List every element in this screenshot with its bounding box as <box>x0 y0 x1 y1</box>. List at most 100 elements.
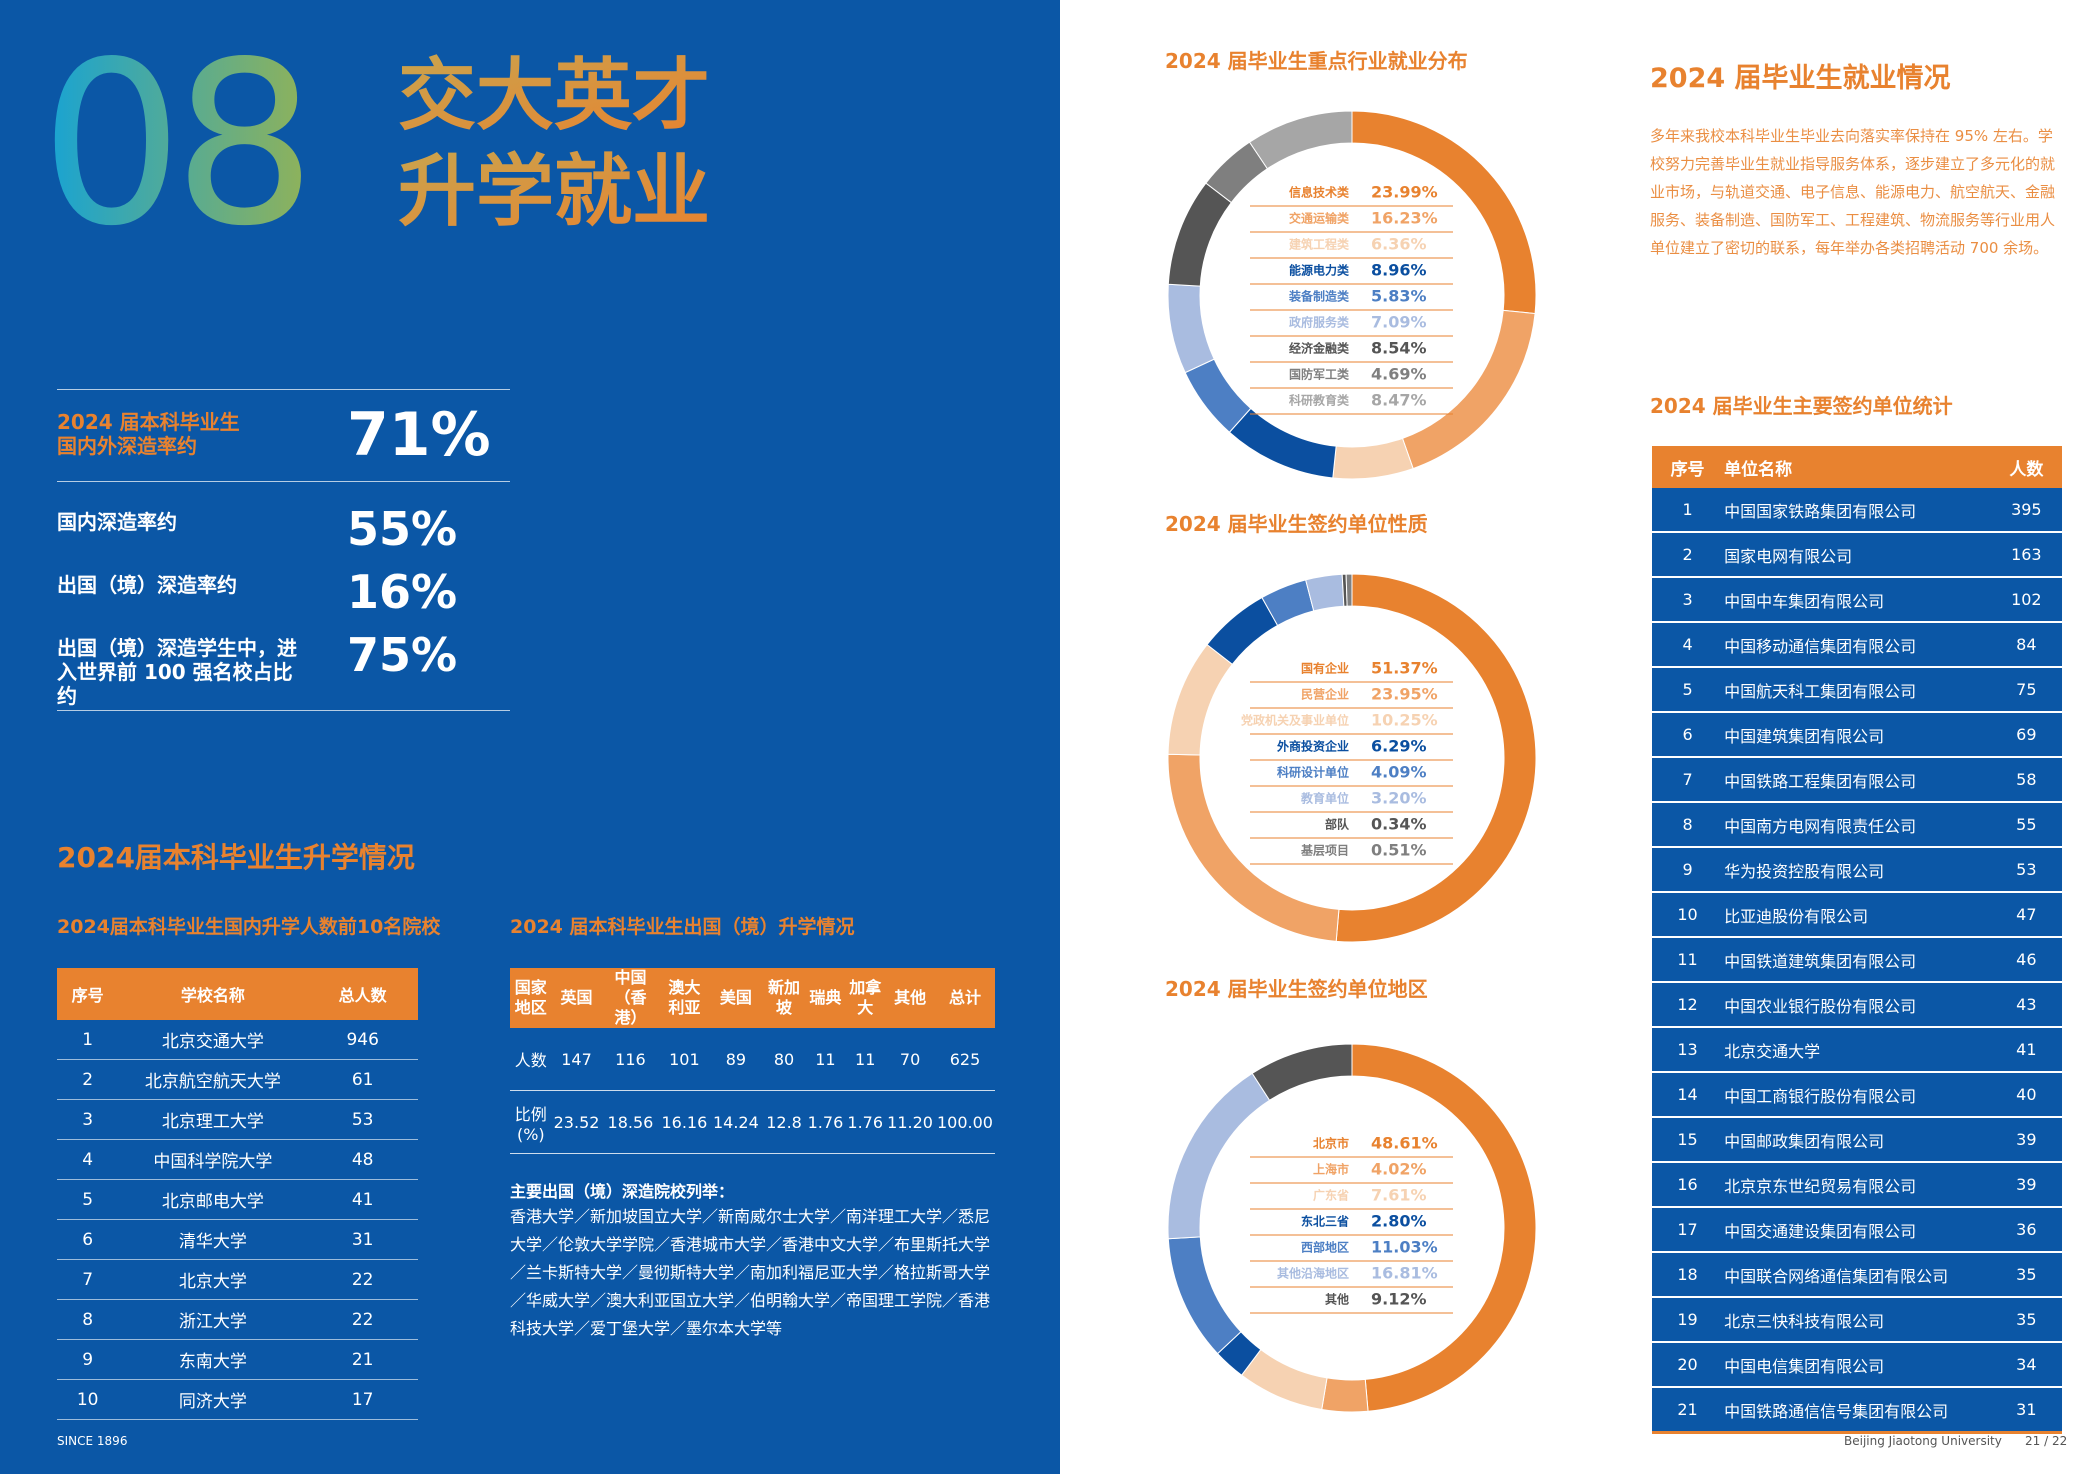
table-row: 7 中国铁路工程集团有限公司 58 <box>1652 757 2062 803</box>
table-cell: 15 <box>1652 1117 1724 1163</box>
legend-label: 交通运输类 <box>1289 211 1350 226</box>
cover-title: 交大英才 <box>398 51 710 141</box>
table-cell: 比亚迪股份有限公司 <box>1723 892 1991 938</box>
chart-title: 2024 届毕业生签约单位性质 <box>1165 512 1428 536</box>
table-row: 2 北京航空航天大学 61 <box>57 1059 418 1100</box>
table-title: 2024 届本科毕业生出国（境）升学情况 <box>510 916 855 938</box>
table-cell: 8 <box>57 1299 119 1340</box>
legend-label: 其他 <box>1325 1292 1349 1307</box>
table-cell: 3 <box>57 1099 119 1140</box>
table-cell: 中国农业银行股份有限公司 <box>1723 982 1991 1028</box>
stat-value: 75% <box>347 628 458 682</box>
table-cell: 34 <box>1990 1342 2062 1388</box>
value-label: 6.29% <box>1371 737 1427 756</box>
table-cell: 中国联合网络通信集团有限公司 <box>1723 1252 1991 1298</box>
table-cell: 46 <box>1990 937 2062 983</box>
table-cell: 11 <box>845 1028 886 1091</box>
value-label: 8.47% <box>1371 391 1427 410</box>
legend-label: 信息技术类 <box>1289 185 1350 200</box>
value-label: 23.99% <box>1371 183 1438 202</box>
table-row: 21 中国铁路通信信号集团有限公司 31 <box>1652 1387 2062 1434</box>
donut-segment <box>1248 110 1353 170</box>
table-row: 7 北京大学 22 <box>57 1259 418 1300</box>
table-cell: 17 <box>1652 1207 1724 1253</box>
value-label: 51.37% <box>1371 659 1438 678</box>
table-cell: 北京交通大学 <box>1723 1027 1991 1073</box>
legend-label: 教育单位 <box>1300 791 1349 806</box>
table-cell: 147 <box>551 1028 602 1091</box>
legend-label: 民营企业 <box>1301 687 1349 702</box>
stat-label: 国内深造率约 <box>57 510 177 534</box>
table-cell: 84 <box>1990 622 2062 668</box>
header-row: 序号 学校名称 总人数 <box>57 968 418 1020</box>
table-cell: 23.52 <box>551 1090 602 1154</box>
cover: 08 交大英才 升学就业 <box>40 14 710 260</box>
table-cell: 11 <box>805 1028 846 1091</box>
value-label: 10.25% <box>1371 711 1438 730</box>
legend-label: 能源电力类 <box>1289 263 1350 278</box>
table-cell: 14.24 <box>709 1090 763 1154</box>
table-row: 2 国家电网有限公司 163 <box>1652 532 2062 578</box>
table-cell: 人数 <box>510 1028 552 1091</box>
table-cell: 12 <box>1652 982 1724 1028</box>
header-cell: 加拿大 <box>845 968 886 1028</box>
table-cell: 中国工商银行股份有限公司 <box>1723 1072 1991 1118</box>
value-label: 16.23% <box>1371 209 1438 228</box>
stat-label: 出国（境）深造学生中，进入世界前 100 强名校占比约 <box>57 636 297 708</box>
page-number: 21 / 22 <box>2025 1434 2068 1448</box>
domestic-table: 序号 学校名称 总人数 1 北京交通大学 946 2 北京航空航天大学 61 3 北京理工大学 53 4… <box>57 968 418 1420</box>
table-cell: 48 <box>307 1139 418 1180</box>
divider <box>57 710 510 711</box>
schools-list: 香港大学／新加坡国立大学／新南威尔士大学／南洋理工大学／悉尼大学／伦敦大学学院／… <box>510 1207 991 1338</box>
table-cell: 4 <box>1652 622 1724 668</box>
table-cell: 北京交通大学 <box>118 1020 308 1060</box>
table-cell: 13 <box>1652 1027 1724 1073</box>
header-cell: 澳大利亚 <box>659 968 710 1028</box>
header-row: 序号 单位名称 人数 <box>1652 446 2062 488</box>
label-line: 2024 届本科毕业生 <box>57 410 240 434</box>
table-cell: 40 <box>1990 1072 2062 1118</box>
table-cell: 5 <box>1652 667 1724 713</box>
table-cell: 53 <box>307 1099 418 1140</box>
header-cell: 国家地区 <box>510 968 552 1028</box>
value-label: 0.34% <box>1371 815 1427 834</box>
table-cell: 47 <box>1990 892 2062 938</box>
table-row: 6 中国建筑集团有限公司 69 <box>1652 712 2062 758</box>
donut-segment <box>1167 1072 1271 1240</box>
table-title: 2024 届毕业生主要签约单位统计 <box>1650 394 1953 418</box>
stat-value: 16% <box>347 565 458 619</box>
value-label: 6.36% <box>1371 235 1427 254</box>
table-cell: 10 <box>1652 892 1724 938</box>
table-row: 20 中国电信集团有限公司 34 <box>1652 1342 2062 1388</box>
table-cell: 7 <box>57 1259 119 1300</box>
headline-label: 2024 届本科毕业生 国内外深造率约 <box>57 410 240 458</box>
value-label: 2.80% <box>1371 1212 1427 1231</box>
table-cell: 101 <box>659 1028 710 1091</box>
header-cell: 中国（香港） <box>601 968 660 1028</box>
legend-label: 科研教育类 <box>1289 393 1350 408</box>
value-label: 11.03% <box>1371 1238 1438 1257</box>
table-cell: 比例(%) <box>510 1090 552 1154</box>
table-cell: 22 <box>307 1259 418 1300</box>
table-cell: 6 <box>57 1219 119 1260</box>
table-cell: 中国交通建设集团有限公司 <box>1723 1207 1991 1253</box>
table-cell: 19 <box>1652 1297 1724 1343</box>
legend-label: 国防军工类 <box>1289 367 1350 382</box>
table-row: 4 中国移动通信集团有限公司 84 <box>1652 622 2062 668</box>
header-cell: 总计 <box>934 968 995 1028</box>
table-cell: 102 <box>1990 577 2062 623</box>
value-label: 16.81% <box>1371 1264 1438 1283</box>
table-cell: 31 <box>1990 1387 2062 1434</box>
table-cell: 华为投资控股有限公司 <box>1723 847 1991 893</box>
table-cell: 7 <box>1652 757 1724 803</box>
table-row: 9 东南大学 21 <box>57 1339 418 1380</box>
chart-title: 2024 届毕业生签约单位地区 <box>1165 977 1428 1001</box>
table-cell: 9 <box>57 1339 119 1380</box>
donut-segment <box>1167 182 1233 287</box>
table-cell: 中国建筑集团有限公司 <box>1723 712 1991 758</box>
table-row: 4 中国科学院大学 48 <box>57 1139 418 1180</box>
table-row: 17 中国交通建设集团有限公司 36 <box>1652 1207 2062 1253</box>
table-row: 10 比亚迪股份有限公司 47 <box>1652 892 2062 938</box>
donut-segment <box>1351 1043 1537 1412</box>
